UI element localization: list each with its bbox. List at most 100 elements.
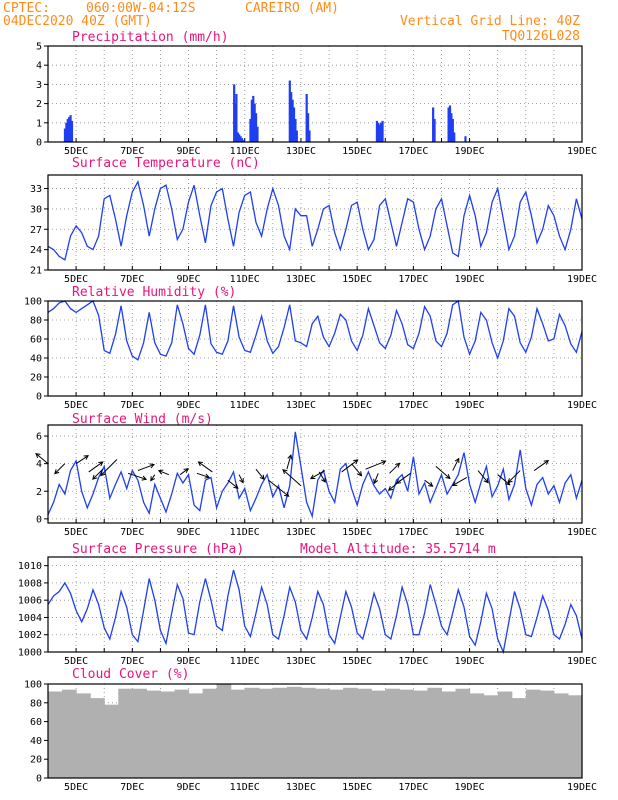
cloud-bar — [329, 689, 344, 778]
precip-bar — [375, 120, 379, 142]
y-tick-label: 0 — [36, 392, 42, 403]
precip-bar — [239, 136, 242, 142]
humidity-line — [47, 299, 583, 361]
cloud-bar — [413, 690, 429, 778]
cloud-bar — [132, 688, 147, 778]
wind-vector-head — [239, 478, 244, 484]
wind-vector-shaft — [351, 463, 362, 476]
wind-vector-head — [357, 471, 363, 477]
y-tick-label: 4 — [36, 459, 42, 470]
cloud-bar — [539, 690, 555, 778]
wind-vector-head — [149, 463, 155, 469]
wind-vector-head — [507, 478, 513, 484]
precip-bar — [242, 140, 245, 142]
precip-bar — [378, 124, 381, 142]
x-tick-label: 19DEC — [567, 274, 597, 285]
wind-vector-shaft — [396, 472, 411, 484]
precip-bar — [252, 95, 255, 142]
wind-vector-head — [282, 469, 288, 475]
wind-vector-shaft — [158, 470, 170, 476]
wind-vector-head — [428, 481, 434, 487]
x-tick-label: 19DEC — [567, 527, 597, 538]
y-tick-label: 80 — [30, 698, 42, 709]
precip-bar — [288, 80, 291, 142]
panel-precipitation: Precipitation (mm/h) 0 1 2 3 4 5 5DEC 7DEC 9DEC 11… — [36, 30, 597, 157]
cloud-bar — [300, 687, 316, 778]
precip-bar — [236, 132, 239, 142]
x-tick-label: 17DEC — [398, 146, 428, 157]
wind-vector-head — [204, 473, 210, 479]
panel-title: Surface Pressure (hPa) — [72, 542, 244, 557]
precip-bar — [447, 107, 450, 142]
wind-vector — [424, 479, 434, 487]
x-tick-label: 7DEC — [120, 782, 144, 793]
wind-vector-shaft — [341, 459, 359, 473]
wind-vector-head — [100, 471, 106, 477]
wind-vector — [100, 459, 118, 477]
x-tick-label: 5DEC — [64, 656, 88, 667]
wind-vector-head — [157, 469, 164, 475]
wind-vector-shaft — [198, 461, 213, 473]
cloud-bar — [567, 695, 583, 778]
panel-title: Relative Humidity (%) — [72, 285, 236, 300]
wind-vector-head — [309, 474, 316, 480]
y-tick-label: 4 — [36, 61, 42, 72]
wind-vector-shaft — [389, 462, 400, 474]
wind-vector-head — [387, 485, 394, 491]
x-tick-label: 15DEC — [342, 146, 372, 157]
x-tick-label: 11DEC — [230, 527, 260, 538]
x-tick-label: 11DEC — [230, 400, 260, 411]
precip-bar — [70, 120, 74, 142]
wind-vector-shaft — [100, 459, 118, 476]
cloud-bar — [441, 691, 457, 778]
cloud-bar — [244, 687, 260, 778]
wind-vector — [127, 472, 148, 481]
y-tick-label: 6 — [36, 432, 42, 443]
x-tick-label: 17DEC — [398, 527, 428, 538]
wind-vector-shaft — [92, 468, 104, 480]
cloud-bar — [272, 687, 288, 778]
wind-vector — [75, 455, 89, 465]
wind-vector — [35, 452, 49, 465]
panel-title: Precipitation (mm/h) — [72, 30, 229, 45]
x-tick-label: 7DEC — [120, 400, 144, 411]
precip-bar — [291, 99, 294, 142]
cloud-bar — [160, 691, 176, 778]
x-tick-label: 7DEC — [120, 146, 144, 157]
panels: Precipitation (mm/h) 0 1 2 3 4 5 5DEC 7DEC 9DEC 11… — [18, 30, 597, 793]
wind-vector-shaft — [54, 463, 66, 475]
y-tick-label: 1 — [36, 118, 42, 129]
wind-vector-shaft — [507, 470, 521, 483]
cloud-bar — [62, 689, 77, 778]
y-tick-label: 33 — [30, 184, 42, 195]
precip-bar — [238, 134, 241, 142]
precip-bar — [292, 107, 296, 142]
precip-bar — [464, 136, 467, 142]
wind-vector-shaft — [255, 468, 265, 480]
wind-vector-shaft — [424, 479, 433, 487]
wind-vector-shaft — [373, 473, 379, 484]
wind-vector-head — [451, 481, 458, 486]
cloud-bar — [497, 691, 513, 778]
precip-bar — [306, 113, 310, 142]
precip-bar — [233, 103, 237, 142]
precip-bar — [66, 118, 69, 142]
panel-title: Surface Wind (m/s) — [72, 412, 213, 427]
precip-bar — [450, 113, 453, 142]
panel-frame — [47, 556, 583, 653]
wind-vector-head — [98, 461, 104, 467]
wind-vector — [179, 468, 189, 476]
cloud-bar — [427, 687, 443, 778]
wind-vector-shaft — [452, 477, 468, 486]
panel-frame — [47, 424, 583, 524]
x-tick-label: 11DEC — [230, 146, 260, 157]
x-tick-label: 7DEC — [120, 274, 144, 285]
wind-vector-head — [483, 478, 489, 484]
cloud-bar — [511, 698, 527, 778]
wind-vector-head — [197, 461, 203, 467]
cloud-bar — [343, 687, 358, 778]
precip-bar — [256, 126, 259, 142]
wind-vector — [452, 457, 460, 471]
cloud-bar — [230, 689, 246, 778]
cloud-bar — [399, 689, 414, 778]
